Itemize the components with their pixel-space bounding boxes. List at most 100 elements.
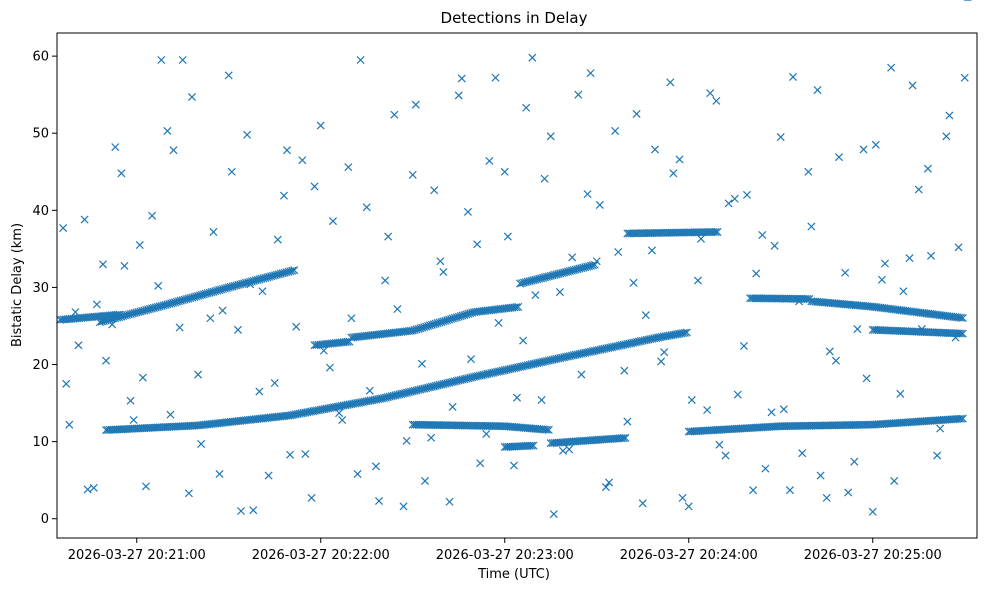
data-point [424,420,433,429]
data-point [255,387,264,396]
data-point [227,167,236,176]
data-point [758,230,767,240]
data-point [785,486,794,495]
data-point [353,469,362,479]
data-point [436,257,445,266]
data-point [673,228,682,237]
data-point [780,422,789,431]
data-point [799,294,808,303]
data-point [749,294,758,303]
data-point [568,253,577,262]
data-point [347,314,356,323]
data-point [682,328,691,337]
data-point [669,169,678,178]
data-point [776,294,785,303]
data-point [454,91,463,100]
data-point [917,325,926,334]
data-point [540,174,549,183]
data-point [703,405,712,415]
data-point [657,228,666,237]
data-point [666,78,675,87]
data-point [667,228,676,237]
data-point [776,422,785,431]
data-point [282,146,292,155]
data-point [648,229,657,238]
data-point [933,451,942,460]
data-point [92,300,101,309]
data-point [757,294,766,303]
data-point [98,260,108,269]
data-point [807,222,816,231]
data-point [795,294,804,303]
data-point [923,164,932,173]
data-point [638,229,647,238]
data-point [663,228,672,237]
data-point [408,420,417,429]
data-point [805,421,814,430]
data-point [458,421,467,430]
data-point [611,126,620,135]
data-point [493,422,502,431]
data-point [816,421,826,430]
data-point [936,424,945,433]
data-point [751,294,760,303]
data-point [650,228,659,238]
data-point [788,72,798,81]
data-point [224,71,233,80]
data-point [447,421,456,430]
data-point [945,111,954,120]
data-point [657,357,666,366]
data-point [439,421,448,430]
data-point [625,229,634,238]
data-point [896,389,905,398]
data-point [71,308,80,317]
data-point [577,370,586,379]
data-point [675,228,684,237]
data-point [763,294,772,303]
data-point [384,232,393,241]
data-point [660,348,669,357]
data-point [739,341,748,351]
data-point [335,409,344,418]
data-point [753,294,762,303]
data-point [456,421,465,430]
data-point [851,420,860,429]
data-point [640,229,649,238]
data-point [752,269,761,278]
data-point [273,235,282,244]
data-point [619,434,628,443]
data-point [108,320,117,329]
data-point [678,493,687,502]
data-point [690,228,699,237]
data-point [399,502,408,511]
data-point [769,294,778,303]
data-point [411,100,420,109]
data-point [500,167,509,176]
data-point [954,243,963,252]
data-point [531,291,540,300]
data-point [138,373,147,382]
data-point [435,421,444,430]
data-point [659,228,668,237]
data-point [418,420,427,429]
data-point [698,228,707,237]
y-tick-label: 40 [32,204,49,219]
data-point [430,186,439,195]
data-point [83,485,92,494]
data-point [807,421,816,430]
data-point [494,422,504,431]
data-point [390,110,399,119]
data-point [749,486,758,495]
x-tick-label: 2026-03-27 20:21:00 [68,548,206,563]
data-point [59,224,68,233]
data-point [374,496,384,506]
data-point [416,420,425,429]
data-point [163,126,172,135]
data-point [868,507,877,516]
data-point [859,420,868,429]
data-point [519,336,528,345]
data-point [774,294,783,303]
data-point [942,132,951,141]
data-point [862,420,872,429]
data-point [661,228,670,237]
